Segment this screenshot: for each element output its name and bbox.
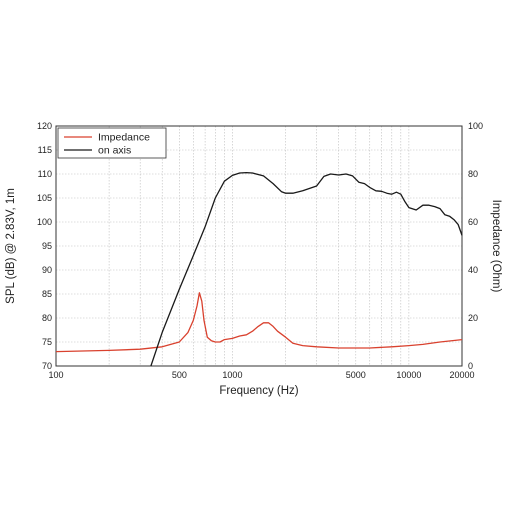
left-y-tick-label: 75 bbox=[42, 337, 52, 347]
left-y-tick-label: 70 bbox=[42, 361, 52, 371]
series-lines bbox=[55, 171, 463, 367]
legend-label-on-axis: on axis bbox=[98, 145, 131, 157]
x-tick-label: 1000 bbox=[222, 370, 242, 380]
right-y-tick-label: 80 bbox=[468, 169, 478, 179]
x-tick-label: 500 bbox=[172, 370, 187, 380]
x-tick-label: 100 bbox=[48, 370, 63, 380]
left-y-tick-label: 105 bbox=[37, 193, 52, 203]
legend: Impedance on axis bbox=[57, 127, 167, 159]
left-y-axis-title: SPL (dB) @ 2.83V, 1m bbox=[5, 188, 17, 304]
x-tick-label: 5000 bbox=[346, 370, 366, 380]
legend-box bbox=[57, 127, 167, 159]
legend-label-impedance: Impedance bbox=[98, 132, 150, 144]
left-y-tick-label: 90 bbox=[42, 265, 52, 275]
series-line-on-axis bbox=[150, 171, 463, 367]
left-y-tick-label: 85 bbox=[42, 289, 52, 299]
right-y-tick-label: 20 bbox=[468, 313, 478, 323]
x-tick-label: 20000 bbox=[449, 370, 474, 380]
right-y-tick-label: 60 bbox=[468, 217, 478, 227]
right-y-tick-label: 100 bbox=[468, 121, 483, 131]
right-y-axis-title: Impedance (Ohm) bbox=[490, 200, 502, 293]
x-tick-label: 10000 bbox=[396, 370, 421, 380]
left-y-tick-label: 120 bbox=[37, 121, 52, 131]
plot-area-frame bbox=[55, 125, 463, 367]
left-y-tick-label: 100 bbox=[37, 217, 52, 227]
grid-lines bbox=[56, 126, 462, 366]
x-axis-title: Frequency (Hz) bbox=[219, 385, 298, 397]
left-y-tick-label: 110 bbox=[38, 169, 52, 179]
left-y-tick-label: 80 bbox=[42, 313, 52, 323]
right-y-tick-label: 0 bbox=[468, 361, 473, 371]
right-y-tick-label: 40 bbox=[468, 265, 478, 275]
axis-ticks: 70 75 80 85 90 95 100 105 110 115 120 0 20 40 60 80 100 1… bbox=[37, 121, 483, 380]
series-line-impedance bbox=[55, 292, 463, 353]
left-y-tick-label: 115 bbox=[38, 145, 52, 155]
left-y-tick-label: 95 bbox=[42, 241, 52, 251]
